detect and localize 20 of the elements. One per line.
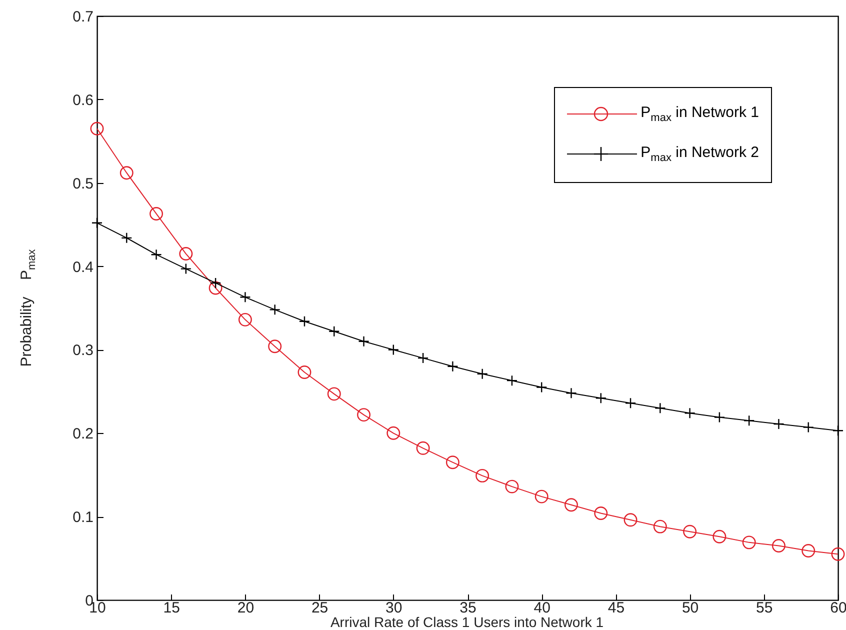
x-tick-label: 40 (534, 600, 550, 616)
legend-label: P$_{max}$ in Network 2 (640, 144, 759, 164)
x-tick-label: 45 (608, 600, 625, 616)
x-tick-label: 50 (682, 600, 699, 616)
y-tick-label: 0.5 (72, 175, 94, 192)
y-tick-label: 0.7 (72, 8, 94, 26)
y-tick-label: 0.6 (72, 92, 94, 109)
y-tick-label: 0.1 (72, 509, 94, 526)
x-tick-label: 30 (386, 600, 402, 616)
x-tick-label: 60 (830, 600, 846, 616)
x-tick-label: 15 (163, 600, 180, 616)
legend-label: P$_{max}$ in Network 1 (640, 104, 759, 124)
x-tick-label: 25 (311, 600, 328, 616)
x-axis-title: Arrival Rate of Class 1 Users into Network 1 (330, 614, 604, 630)
x-tick-label: 55 (756, 600, 773, 616)
y-tick-label: 0.2 (72, 426, 94, 443)
y-tick-label: 0.3 (72, 342, 94, 360)
y-tick-label: 0.4 (72, 258, 94, 276)
x-tick-label: 20 (237, 600, 254, 616)
x-tick-label: 35 (460, 600, 476, 616)
